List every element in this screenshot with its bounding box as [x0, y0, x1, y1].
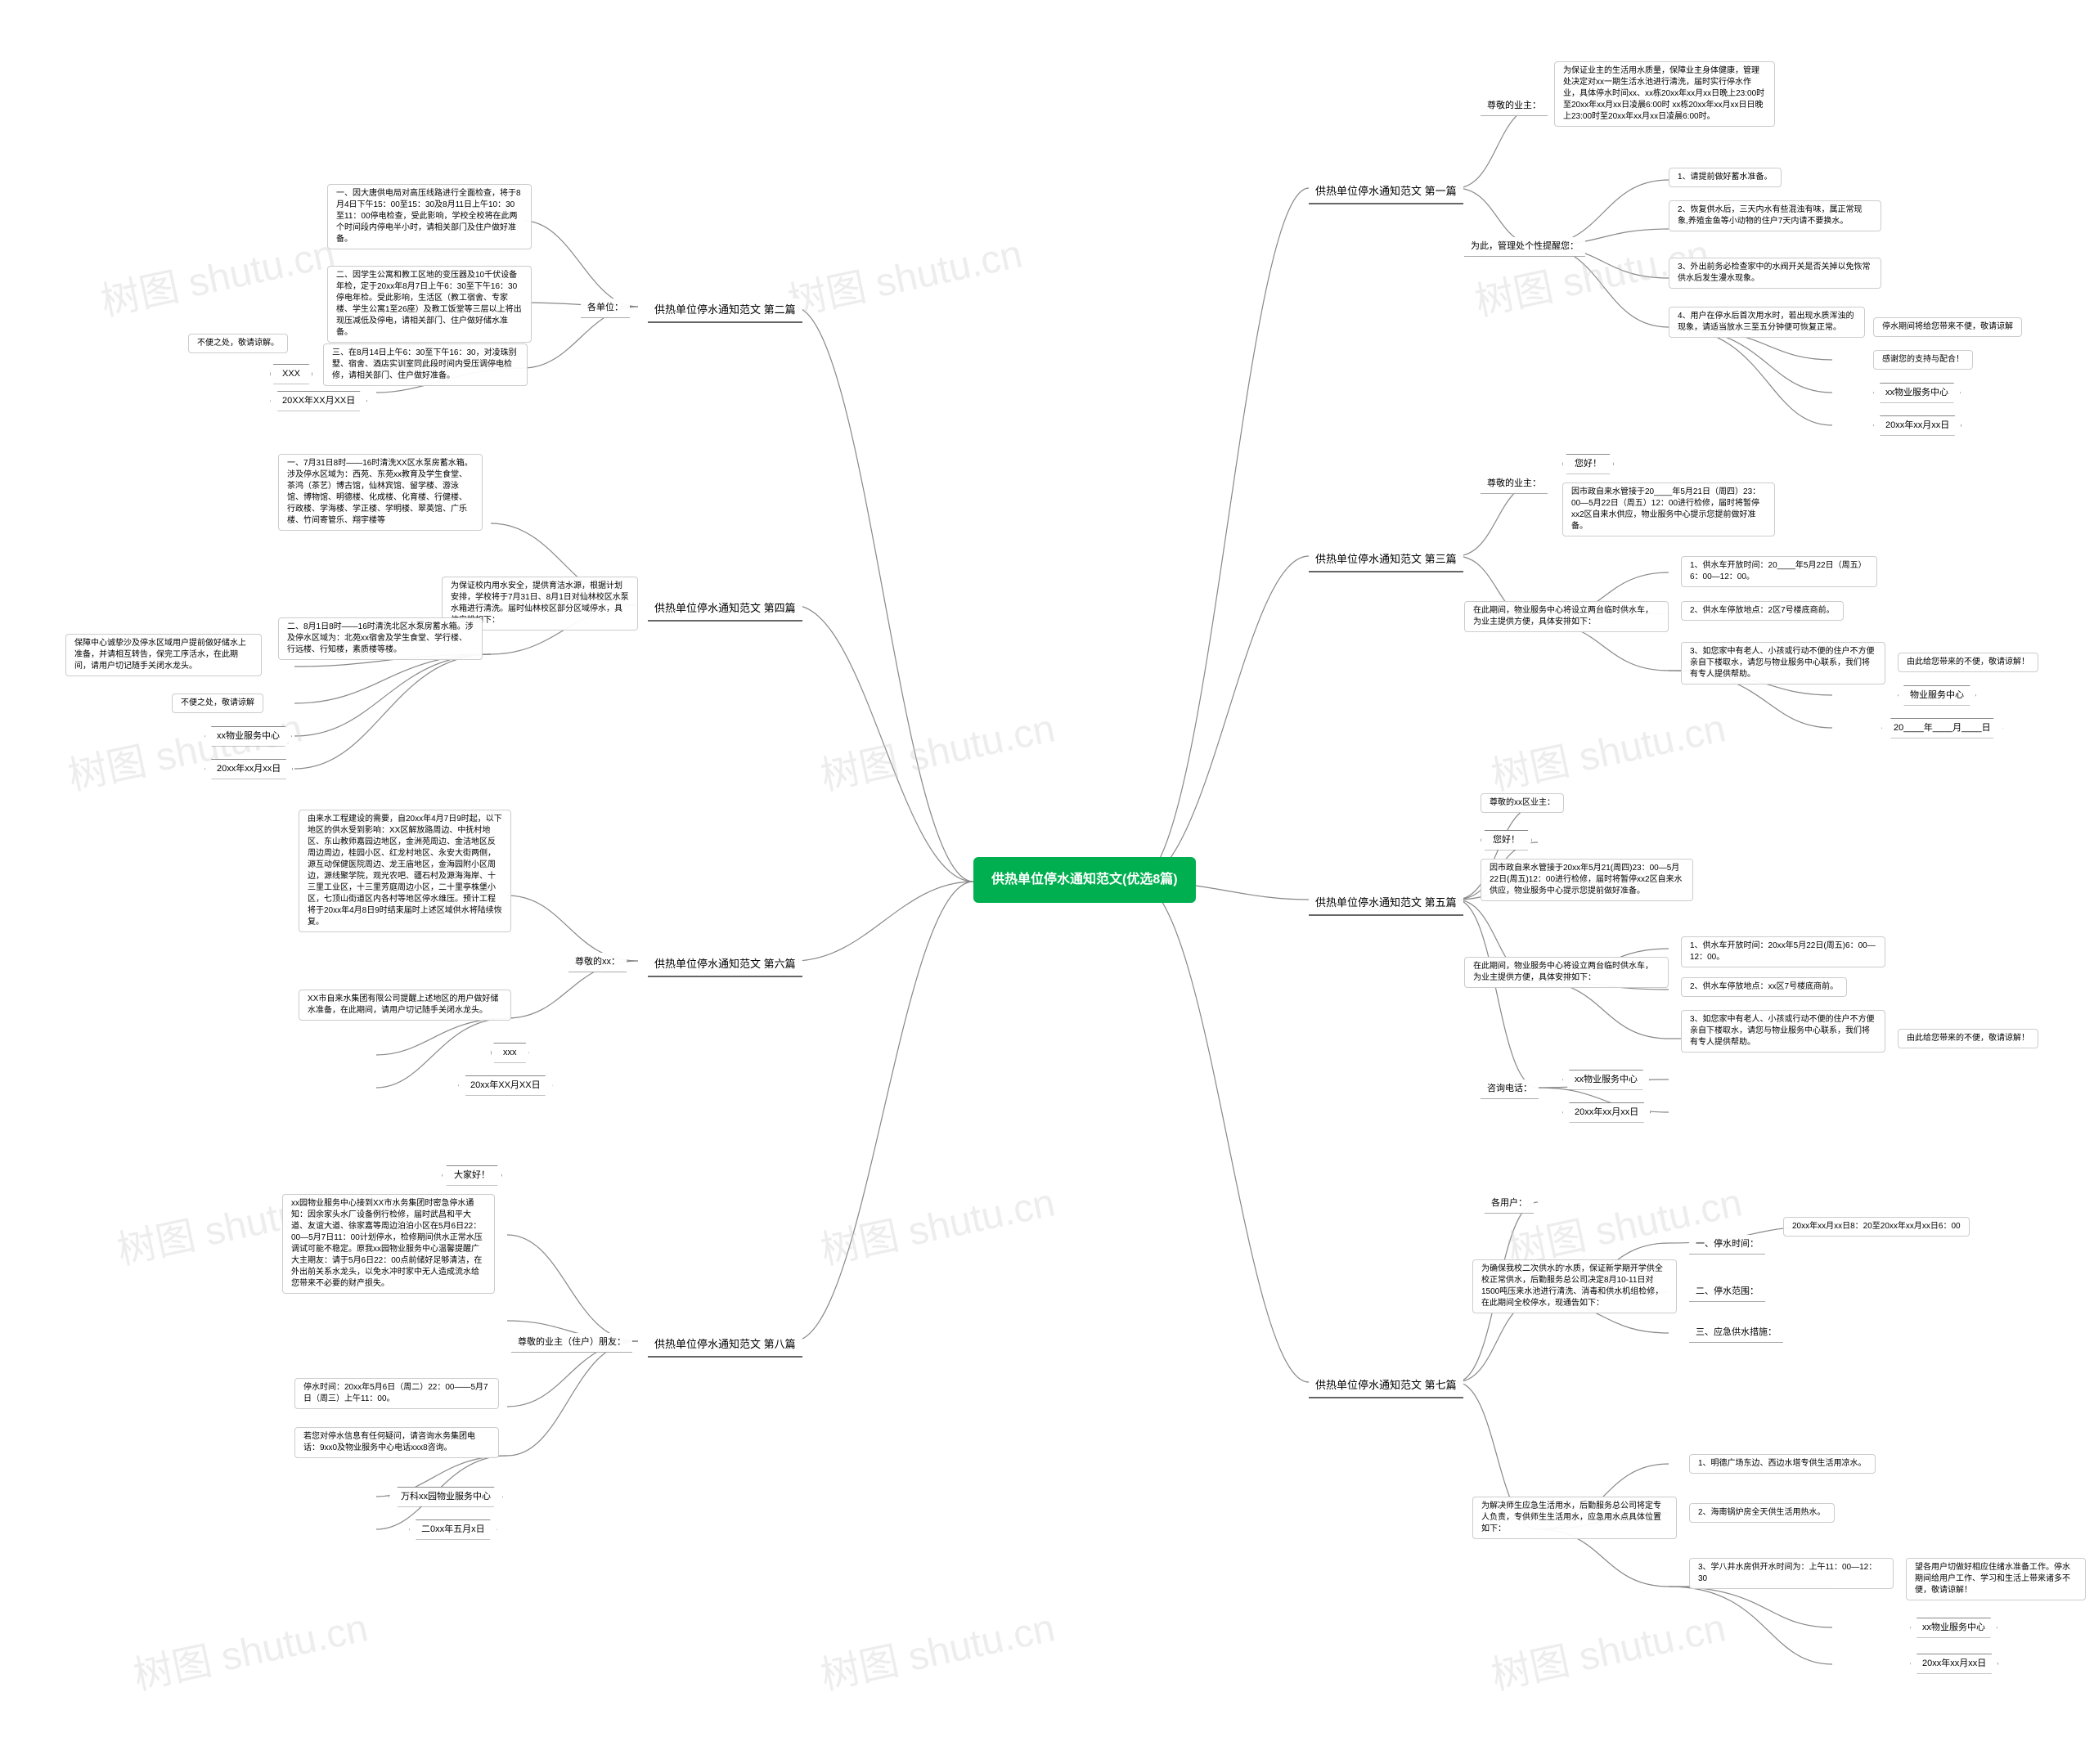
- b2-hex: XXX: [270, 364, 312, 384]
- b1-sa-label: 尊敬的业主：: [1481, 97, 1548, 116]
- branch-4: 供热单位停水通知范文 第四篇: [648, 597, 802, 622]
- b3-sa-2: 因市政自来水管接于20____年5月21日（周四）23：00—5月22日（周五）…: [1562, 483, 1775, 536]
- b1-t4: 20xx年xx月xx日: [1873, 415, 1961, 436]
- b5-tail: 由此给您带来的不便，敬请谅解！: [1898, 1029, 2038, 1048]
- b1-sb-label: 为此，管理处个性提醒您：: [1464, 237, 1585, 257]
- b5-sb-3: 3、如您家中有老人、小孩或行动不便的住户不方便亲自下楼取水，请您与物业服务中心联…: [1681, 1010, 1885, 1053]
- b5-sb-1: 1、供水车开放时间：20xx年5月22日(周五)6：00—12：00。: [1681, 936, 1885, 967]
- b2-leaf-1: 一、因大唐供电局对高压线路进行全面检查，将于8月4日下午15：00至15：30及…: [327, 184, 532, 249]
- b1-sb-1: 1、请提前做好蓄水准备。: [1669, 168, 1782, 187]
- b6-l2: XX市自来水集团有限公司提醒上述地区的用户做好储水准备，在此期间，请用户切记随手…: [299, 990, 511, 1021]
- b4-ex4: 20xx年xx月xx日: [204, 759, 293, 779]
- b4-ex1: 保障中心诚挚沙及停水区域用户提前做好储水上准备，并请相互转告，保完工序活水，在此…: [65, 634, 262, 676]
- b4-l1: 一、7月31日8时——16时清洗XX区水泵房蓄水箱。涉及停水区域为：西苑、东苑x…: [278, 454, 483, 531]
- b3-sa-label: 尊敬的业主：: [1481, 474, 1548, 494]
- b5-c2: 20xx年xx月xx日: [1562, 1102, 1651, 1123]
- b5-h2: 您好！: [1481, 830, 1532, 851]
- b1-sb-3: 3、外出前务必检查家中的水阀开关是否关掉以免恢常供水后发生漫水现象。: [1669, 258, 1881, 289]
- b1-t3: xx物业服务中心: [1873, 383, 1961, 403]
- b4-l2: 二、8月1日8时——16时清洗北区水泵房蓄水箱。涉及停水区域为：北苑xx宿舍及学…: [278, 617, 483, 660]
- b7-t3: 20xx年xx月xx日: [1910, 1654, 1998, 1674]
- b7-t2: xx物业服务中心: [1910, 1618, 1997, 1638]
- b1-t1: 停水期间将给您带来不便，敬请谅解: [1873, 317, 2022, 337]
- b3-t3: 20____年____月____日: [1881, 718, 2003, 738]
- b7-t1: 望各用户切做好相应住绪水准备工作。停水期间给用户工作、学习和生活上带来诸多不便，…: [1906, 1558, 2086, 1600]
- b4-ex2: 不便之处，敬请谅解: [172, 693, 263, 713]
- b3-hello: 您好！: [1562, 454, 1614, 474]
- b8-l3: 停水时间：20xx年5月6日（周二）22：00——5月7日（周三）上午11：00…: [294, 1378, 499, 1409]
- b6-l1: 由来水工程建设的需要，自20xx年4月7日9时起，以下地区的供水受到影响：XX区…: [299, 810, 511, 932]
- b7-sb-label: 为确保我校二次供水的'水质，保证新学期开学供全校正常供水，后勤服务总公司决定8月…: [1472, 1259, 1677, 1313]
- b8-ex1: 万科xx园物业服务中心: [389, 1487, 503, 1507]
- b7-sb1-k: 一、停水时间：: [1689, 1235, 1765, 1255]
- b3-t1: 由此给您带来的不便，敬请谅解！: [1898, 653, 2038, 672]
- branch-1: 供热单位停水通知范文 第一篇: [1309, 180, 1463, 204]
- b1-t2: 感谢您的支持与配合！: [1873, 350, 1973, 370]
- b2-ex-1: 不便之处，敬请谅解。: [188, 334, 288, 353]
- b3-sb-label: 在此期间，物业服务中心将设立两台临时供水车，为业主提供方便，具体安排如下：: [1464, 601, 1669, 632]
- b7-sb3-k: 三、应急供水措施：: [1689, 1323, 1783, 1343]
- b2-sub: 各单位：: [581, 298, 630, 318]
- b2-leaf-2: 二、因学生公寓和教工区地的变压器及10千伏设备年检，定于20xx年8月7日上午6…: [327, 266, 532, 343]
- b5-sb-2: 2、供水车停放地点：xx区7号楼底商前。: [1681, 977, 1847, 997]
- b2-leaf-3: 三、在8月14日上午6：30至下午16：30，对凌珠别墅、宿舍、酒店实训室同此段…: [323, 343, 528, 386]
- b8-l2: xx园物业服务中心接到XX市水务集团时密急停水通知：因余家头水厂设备例行检修，届…: [282, 1194, 495, 1294]
- b7-sc-label: 为解决师生应急生活用水，后勤服务总公司将定专人负责，专供师生生活用水，应急用水点…: [1472, 1497, 1677, 1539]
- branch-3: 供热单位停水通知范文 第三篇: [1309, 548, 1463, 572]
- branch-8: 供热单位停水通知范文 第八篇: [648, 1333, 802, 1358]
- b5-c1: xx物业服务中心: [1562, 1070, 1650, 1090]
- b5-consult: 咨询电话：: [1481, 1079, 1539, 1099]
- b7-sc1: 1、明德广场东边、西边水塔专供生活用凉水。: [1689, 1454, 1876, 1474]
- b8-l4: 若您对停水信息有任何疑问，请咨询水务集团电话：9xx0及物业服务中心电话xxx8…: [294, 1427, 499, 1458]
- branch-7: 供热单位停水通知范文 第七篇: [1309, 1374, 1463, 1398]
- b8-ex2: 二0xx年五月x日: [409, 1519, 497, 1540]
- b1-sb-4: 4、用户在停水后首次用水时，若出现水质浑浊的现象，请适当放水三至五分钟便可恢复正…: [1669, 307, 1865, 338]
- b6-xxx: xxx: [491, 1043, 529, 1063]
- b7-sc2: 2、海南锅炉房全天供生活用热水。: [1689, 1503, 1835, 1523]
- b7-sb2-k: 二、停水范围：: [1689, 1282, 1765, 1302]
- b3-sb-3: 3、如您家中有老人、小孩或行动不便的住户不方便亲自下楼取水，请您与物业服务中心联…: [1681, 642, 1885, 685]
- b5-h3: 因市政自来水管接于20xx年5月21(周四)23：00—5月22日(周五)12：…: [1481, 859, 1693, 901]
- b6-date: 20xx年XX月XX日: [458, 1075, 553, 1096]
- b6-sub: 尊敬的xx：: [568, 953, 627, 972]
- b1-sb-2: 2、恢复供水后，三天内水有些混浊有味，属正常现象,养殖金鱼等小动物的住户7天内请…: [1669, 200, 1881, 231]
- b8-hello: 大家好！: [442, 1165, 502, 1186]
- b5-sb-label: 在此期间，物业服务中心将设立两台临时供水车，为业主提供方便，具体安排如下：: [1464, 957, 1669, 988]
- b8-sub: 尊敬的业主（住户）朋友：: [511, 1333, 632, 1353]
- b1-sa-text: 为保证业主的生活用水质量，保障业主身体健康，管理处决定对xx一期生活水池进行清洗…: [1554, 61, 1775, 127]
- b7-sb1-v: 20xx年xx月xx日8：20至20xx年xx月xx日6：00: [1783, 1217, 1970, 1237]
- b3-sb-1: 1、供水车开放时间：20____年5月22日（周五）6：00—12：00。: [1681, 556, 1877, 587]
- b2-date: 20XX年XX月XX日: [270, 391, 367, 411]
- root-node: 供热单位停水通知范文(优选8篇): [973, 857, 1196, 903]
- b5-h1: 尊敬的xx区业主：: [1481, 793, 1564, 813]
- b4-ex3: xx物业服务中心: [204, 726, 292, 747]
- branch-5: 供热单位停水通知范文 第五篇: [1309, 891, 1463, 916]
- b3-sb-2: 2、供水车停放地点：2区7号楼底商前。: [1681, 601, 1844, 621]
- b3-t2: 物业服务中心: [1898, 685, 1976, 706]
- branch-6: 供热单位停水通知范文 第六篇: [648, 953, 802, 977]
- b7-sa: 各用户：: [1485, 1194, 1534, 1214]
- b7-sc3: 3、学八井水房供开水时间为：上午11：00—12：30: [1689, 1558, 1894, 1589]
- branch-2: 供热单位停水通知范文 第二篇: [648, 298, 802, 323]
